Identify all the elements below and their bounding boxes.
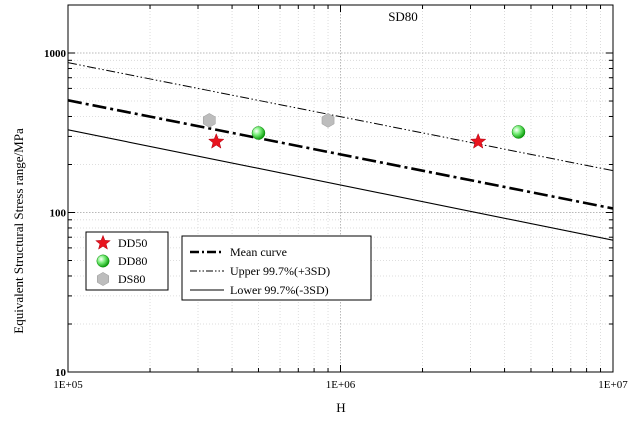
legend-lines: Mean curve Upper 99.7%(+3SD) Lower 99.7%… xyxy=(181,235,372,301)
data-points xyxy=(202,113,526,149)
legend-label-lower: Lower 99.7%(-3SD) xyxy=(230,283,329,297)
x-tick-label: 1E+05 xyxy=(53,379,83,391)
curve-lower-99-7-3sd xyxy=(68,129,613,241)
data-point-ds80 xyxy=(321,113,335,128)
curve-mean-curve xyxy=(68,99,613,210)
y-axis-label: Equivalent Structural Stress range/MPa xyxy=(11,128,26,334)
legend-marker-ds80 xyxy=(96,272,110,286)
chart-title: SD80 xyxy=(388,9,418,24)
data-point-dd50 xyxy=(207,132,225,149)
legend-markers: DD50 DD80 DS80 xyxy=(85,231,169,291)
data-point-dd80 xyxy=(511,125,526,139)
legend-label-upper: Upper 99.7%(+3SD) xyxy=(230,264,330,278)
curves xyxy=(68,62,613,241)
y-tick-label: 10 xyxy=(55,367,67,379)
grid xyxy=(68,5,613,372)
legend-marker-dd80 xyxy=(96,254,110,268)
legend-label-dd80: DD80 xyxy=(118,254,147,268)
legend-lines-box xyxy=(181,235,372,301)
x-axis-label: H xyxy=(336,400,345,415)
legend-label-ds80: DS80 xyxy=(118,272,145,286)
x-tick-label: 1E+06 xyxy=(326,379,356,391)
legend-label-mean: Mean curve xyxy=(230,245,287,259)
x-tick-label: 1E+07 xyxy=(598,379,628,391)
y-tick-label: 100 xyxy=(50,208,67,220)
axis-ticks: 1E+05 1E+06 1E+07 10 100 1000 xyxy=(44,4,628,391)
legend-label-dd50: DD50 xyxy=(118,236,147,250)
legend-marker-dd50 xyxy=(95,234,111,250)
data-point-dd80 xyxy=(251,126,266,140)
y-tick-label: 1000 xyxy=(44,48,67,60)
data-point-ds80 xyxy=(202,113,216,128)
data-point-dd50 xyxy=(469,132,487,149)
curve-upper-99-7-3sd xyxy=(68,62,613,172)
